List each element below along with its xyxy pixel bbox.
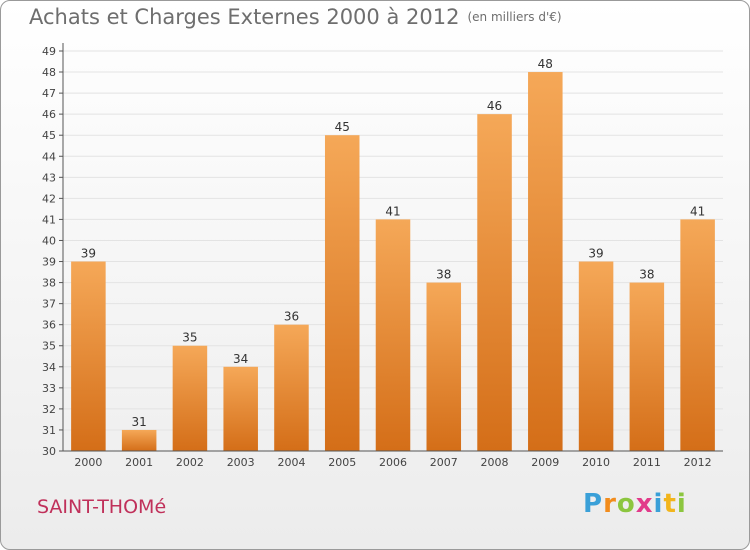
- x-tick-label: 2004: [277, 456, 305, 469]
- bar-value-label: 38: [436, 268, 451, 282]
- x-tick-label: 2000: [74, 456, 102, 469]
- x-tick-label: 2001: [125, 456, 153, 469]
- bar-2007: [426, 282, 462, 451]
- y-tick-label: 40: [42, 234, 56, 247]
- logo-letter: r: [603, 489, 617, 519]
- logo-letter: i: [653, 489, 664, 519]
- logo-letter: o: [616, 489, 636, 519]
- y-tick-label: 44: [42, 150, 56, 163]
- y-tick-label: 48: [42, 66, 56, 79]
- bar-2003: [223, 366, 258, 451]
- bar-value-label: 35: [182, 331, 197, 345]
- bar-value-label: 41: [385, 204, 400, 218]
- bar-value-label: 31: [132, 415, 147, 429]
- bar-2012: [680, 219, 715, 451]
- bar-2009: [528, 72, 563, 451]
- bars: 39 31 35 34 36 45 41 38 46 48 39 38 41: [71, 57, 715, 452]
- bar-value-label: 46: [487, 99, 502, 113]
- x-axis: 2000 2001 2002 2003 2004 2005 2006 2007 2008 2009…: [63, 450, 723, 469]
- x-tick-label: 2007: [430, 456, 458, 469]
- chart-title: Achats et Charges Externes 2000 à 2012 (e…: [29, 5, 562, 29]
- logo-letter: x: [635, 489, 654, 519]
- y-tick-label: 33: [42, 382, 56, 395]
- bar-2005: [324, 135, 360, 452]
- y-tick-label: 45: [42, 129, 56, 142]
- x-tick-label: 2012: [684, 456, 712, 469]
- bar-2010: [578, 261, 614, 451]
- x-tick-label: 2009: [531, 456, 559, 469]
- bar-2004: [274, 324, 309, 451]
- y-tick-label: 49: [42, 45, 56, 58]
- bar-value-label: 34: [233, 352, 248, 366]
- bar-2000: [71, 261, 106, 451]
- x-tick-label: 2003: [227, 456, 255, 469]
- bar-2001: [121, 429, 157, 451]
- proxiti-logo: Proxiti: [583, 489, 687, 519]
- x-tick-label: 2011: [633, 456, 661, 469]
- y-tick-label: 41: [42, 213, 56, 226]
- chart-unit: (en milliers d'€): [467, 10, 562, 24]
- y-tick-label: 32: [42, 403, 56, 416]
- y-tick-label: 30: [42, 445, 56, 458]
- bar-value-label: 38: [639, 268, 654, 282]
- x-tick-label: 2010: [582, 456, 610, 469]
- y-tick-label: 37: [42, 298, 56, 311]
- bar-2011: [629, 282, 665, 451]
- logo-letter: i: [676, 489, 687, 519]
- x-tick-label: 2006: [379, 456, 407, 469]
- bar-value-label: 39: [81, 247, 96, 261]
- bar-2008: [477, 114, 512, 451]
- bar-2002: [172, 345, 208, 451]
- bar-value-label: 36: [284, 310, 299, 324]
- logo-letter: P: [583, 489, 604, 519]
- town-name: SAINT-THOMé: [37, 496, 167, 518]
- bar-value-label: 41: [690, 204, 705, 218]
- x-tick-label: 2008: [481, 456, 509, 469]
- y-tick-label: 46: [42, 108, 56, 121]
- x-tick-label: 2005: [328, 456, 356, 469]
- bar-value-label: 45: [335, 120, 350, 134]
- y-tick-label: 34: [42, 361, 56, 374]
- logo-letter: t: [663, 489, 677, 519]
- y-tick-label: 38: [42, 277, 56, 290]
- y-tick-label: 43: [42, 171, 56, 184]
- bar-value-label: 48: [538, 57, 553, 71]
- y-tick-label: 42: [42, 192, 56, 205]
- bar-2006: [375, 219, 411, 451]
- y-tick-label: 36: [42, 319, 56, 332]
- y-tick-label: 39: [42, 256, 56, 269]
- y-axis: 30 31 32 33 34 35 36 37 38 39 40 41 42 43 44 45 46 47 48 49: [42, 43, 64, 458]
- chart-title-text: Achats et Charges Externes 2000 à 2012: [29, 5, 460, 29]
- x-tick-label: 2002: [176, 456, 204, 469]
- y-tick-label: 35: [42, 340, 56, 353]
- bar-value-label: 39: [588, 247, 603, 261]
- y-tick-label: 31: [42, 424, 56, 437]
- y-tick-label: 47: [42, 87, 56, 100]
